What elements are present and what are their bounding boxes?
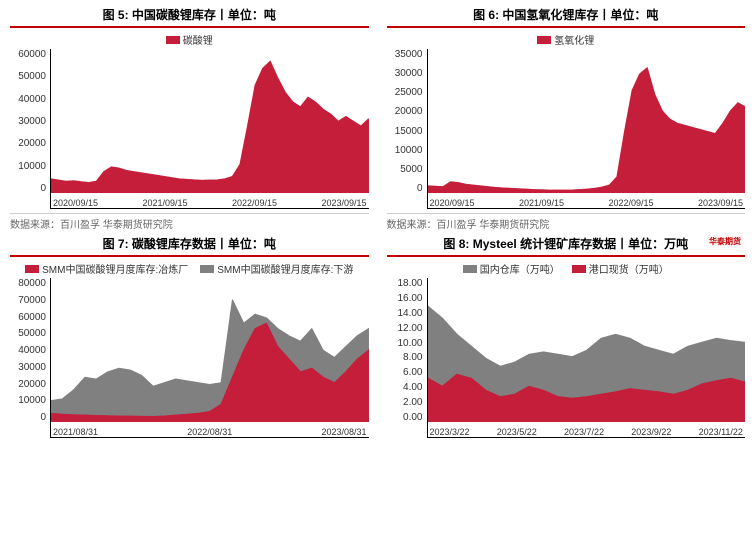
chart-title: 图 5: 中国碳酸锂库存丨单位：吨 <box>10 6 369 28</box>
chart-area: 0.002.004.006.008.0010.0012.0014.0016.00… <box>387 278 746 438</box>
chart-panel-5: 图 5: 中国碳酸锂库存丨单位：吨 碳酸锂 010000200003000040… <box>10 6 369 231</box>
chart-area: 0100002000030000400005000060000 2020/09/… <box>10 49 369 209</box>
chart-source: 数据来源：百川盈孚 华泰期货研究院 <box>387 213 746 231</box>
chart-panel-7: 图 7: 碳酸锂库存数据丨单位：吨 SMM中国碳酸锂月度库存:冶炼厂SMM中国碳… <box>10 235 369 438</box>
chart-legend: 碳酸锂 <box>10 32 369 47</box>
chart-legend: 国内仓库（万吨）港口现货（万吨） <box>387 261 746 276</box>
chart-legend: SMM中国碳酸锂月度库存:冶炼厂SMM中国碳酸锂月度库存:下游 <box>10 261 369 276</box>
chart-panel-8: 华泰期货 图 8: Mysteel 统计锂矿库存数据丨单位：万吨 国内仓库（万吨… <box>387 235 746 438</box>
brand-logo: 华泰期货 <box>707 235 743 248</box>
chart-source: 数据来源：百川盈孚 华泰期货研究院 <box>10 213 369 231</box>
chart-title: 图 7: 碳酸锂库存数据丨单位：吨 <box>10 235 369 257</box>
chart-legend: 氢氧化锂 <box>387 32 746 47</box>
chart-area: 05000100001500020000250003000035000 2020… <box>387 49 746 209</box>
chart-title: 图 6: 中国氢氧化锂库存丨单位：吨 <box>387 6 746 28</box>
chart-title: 图 8: Mysteel 统计锂矿库存数据丨单位：万吨 <box>387 235 746 257</box>
chart-area: 0100002000030000400005000060000700008000… <box>10 278 369 438</box>
chart-panel-6: 图 6: 中国氢氧化锂库存丨单位：吨 氢氧化锂 0500010000150002… <box>387 6 746 231</box>
